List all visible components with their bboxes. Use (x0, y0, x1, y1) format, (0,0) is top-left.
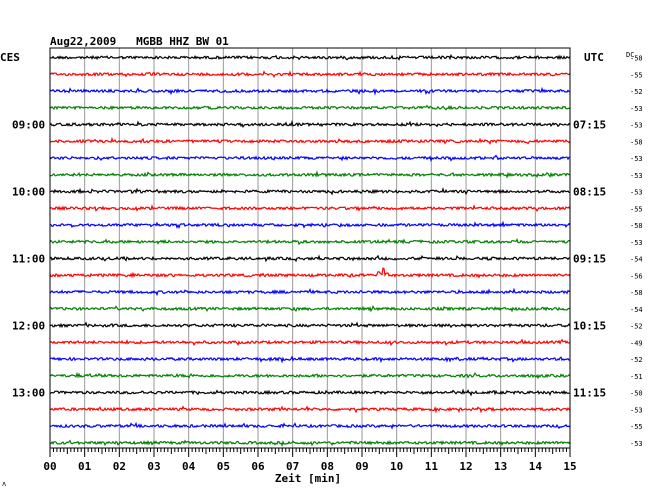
local-time-label: 09:00 (12, 119, 45, 132)
dc-offset-label: -53 (630, 172, 643, 180)
x-tick-label: 01 (78, 460, 92, 473)
trace-row-18 (49, 355, 571, 364)
corner-mark: ʌ (2, 480, 6, 488)
dc-offset-label: -54 (630, 256, 643, 264)
right-timezone-label: UTC (584, 51, 604, 64)
dc-offset-label: -54 (630, 306, 643, 314)
dc-offset-label: -58 (630, 138, 643, 146)
dc-offset-label: -53 (630, 189, 643, 197)
x-tick-label: 07 (286, 460, 299, 473)
utc-time-labels: 07:15 08:15 09:15 10:15 11:15 (573, 119, 606, 400)
x-tick-label: 11 (425, 460, 439, 473)
x-tick-label: 02 (113, 460, 126, 473)
dc-offset-label: -56 (630, 272, 643, 280)
dc-offset-label: -55 (630, 71, 643, 79)
trace-row-6 (49, 154, 570, 163)
utc-time-label: 11:15 (573, 387, 606, 400)
trace-row-14 (49, 287, 571, 297)
trace-row-12 (49, 254, 571, 263)
trace-row-15 (49, 305, 571, 313)
dc-header-label: DC (626, 51, 634, 59)
trace-row-16 (49, 321, 571, 329)
trace-row-2 (49, 86, 571, 96)
local-time-label: 11:00 (12, 253, 45, 266)
trace-row-7 (49, 170, 571, 179)
x-tick-label: 03 (147, 460, 160, 473)
trace-row-10 (49, 220, 571, 230)
dc-offset-label: -52 (630, 356, 643, 364)
dc-offset-label: -53 (630, 239, 643, 247)
x-tick-label: 15 (563, 460, 576, 473)
dc-offset-label: -53 (630, 440, 643, 448)
trace-row-17 (50, 338, 571, 347)
x-axis-label: Zeit [min] (275, 472, 341, 485)
dc-offset-label: -55 (630, 423, 643, 431)
dc-offset-label: -53 (630, 105, 643, 113)
x-tick-label: 05 (217, 460, 230, 473)
trace-row-22 (49, 421, 571, 430)
trace-row-1 (49, 70, 571, 79)
x-tick-label: 12 (459, 460, 472, 473)
dc-offset-label: -53 (630, 406, 643, 414)
trace-row-11 (49, 237, 571, 246)
dc-offset-label: -52 (630, 323, 643, 331)
dc-offset-label: -51 (630, 373, 643, 381)
dc-offset-labels: -58 -55 -52 -53 -53 -58 -53 -53 -53 -55 -58 -53 -54 -… (630, 55, 643, 448)
trace-row-19 (49, 371, 571, 380)
trace-row-20 (49, 388, 571, 397)
dc-offset-label: -58 (630, 289, 643, 297)
utc-time-label: 07:15 (573, 119, 606, 132)
x-axis: 00 01 02 03 04 05 06 07 08 09 10 11 12 13 14 15 (43, 448, 577, 473)
trace-row-0 (49, 53, 571, 61)
x-tick-label: 04 (182, 460, 196, 473)
trace-row-13 (49, 267, 571, 279)
trace-row-8 (49, 186, 571, 196)
x-tick-label: 10 (390, 460, 403, 473)
x-tick-label: 08 (321, 460, 334, 473)
dc-offset-label: -53 (630, 155, 643, 163)
dc-offset-label: -52 (630, 88, 643, 96)
x-tick-label: 09 (355, 460, 368, 473)
dc-offset-label: -53 (630, 122, 643, 130)
chart-title: Aug22,2009 MGBB HHZ BW 01 (50, 35, 229, 48)
dc-offset-label: -58 (630, 55, 643, 63)
utc-time-label: 09:15 (573, 253, 606, 266)
x-tick-label: 00 (43, 460, 56, 473)
utc-time-label: 10:15 (573, 320, 606, 333)
trace-row-3 (49, 104, 571, 111)
trace-row-9 (49, 204, 571, 213)
local-time-label: 12:00 (12, 320, 45, 333)
x-tick-label: 06 (251, 460, 265, 473)
trace-row-4 (49, 119, 571, 129)
local-time-labels: 09:00 10:00 11:00 12:00 13:00 (12, 119, 45, 400)
dc-offset-label: -58 (630, 222, 643, 230)
local-time-label: 10:00 (12, 186, 45, 199)
left-timezone-label: CES (0, 51, 20, 64)
dc-offset-label: -55 (630, 205, 643, 213)
dc-offset-label: -50 (630, 390, 643, 398)
seismogram-traces (49, 53, 571, 447)
x-tick-label: 13 (494, 460, 507, 473)
local-time-label: 13:00 (12, 387, 45, 400)
minute-gridlines (84, 48, 536, 448)
trace-row-23 (49, 439, 571, 447)
trace-row-21 (49, 405, 571, 414)
x-tick-label: 14 (529, 460, 543, 473)
dc-offset-label: -49 (630, 339, 643, 347)
utc-time-label: 08:15 (573, 186, 606, 199)
trace-row-5 (49, 136, 571, 145)
